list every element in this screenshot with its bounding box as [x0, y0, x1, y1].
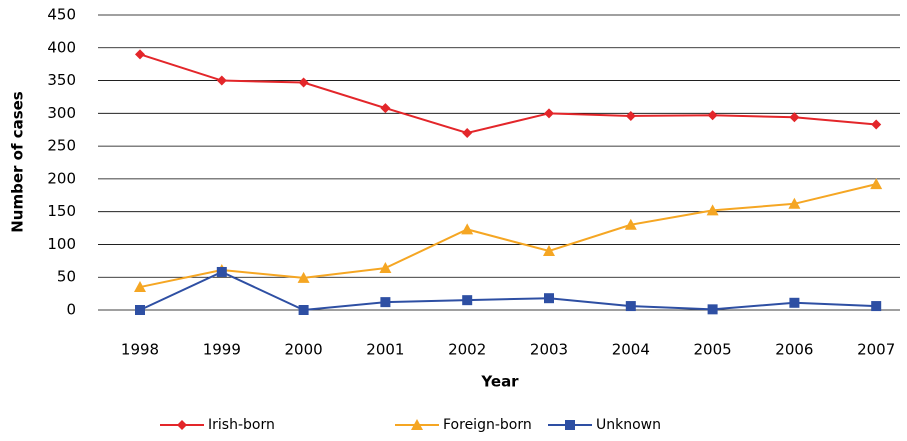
marker: [462, 128, 473, 138]
x-tick-label: 1999: [203, 341, 241, 359]
marker: [134, 281, 146, 293]
marker: [870, 178, 883, 190]
marker: [411, 419, 423, 430]
marker: [625, 301, 636, 312]
x-tick-label: 2007: [857, 341, 895, 359]
marker: [135, 305, 145, 315]
marker: [871, 301, 882, 312]
marker: [298, 77, 309, 88]
x-tick-label: 2000: [285, 341, 323, 359]
y-tick-label: 50: [57, 268, 76, 286]
y-axis-title: Number of cases: [9, 91, 27, 233]
marker: [544, 108, 554, 119]
y-tick-label: 0: [66, 301, 76, 319]
marker: [462, 295, 473, 306]
marker: [624, 218, 637, 230]
legend-label: Irish-born: [208, 417, 275, 433]
y-tick-label: 150: [47, 202, 76, 220]
marker: [543, 245, 555, 256]
marker: [216, 75, 227, 86]
marker: [706, 204, 719, 216]
marker: [565, 420, 575, 430]
marker: [297, 271, 310, 283]
x-tick-label: 2001: [366, 341, 404, 359]
marker: [216, 266, 227, 277]
series-line: [139, 53, 877, 135]
y-tick-label: 100: [47, 235, 76, 253]
marker: [380, 297, 391, 308]
x-tick-label: 2005: [694, 341, 732, 359]
y-tick-label: 300: [47, 104, 76, 122]
y-tick-label: 350: [47, 71, 76, 89]
y-tick-label: 250: [47, 137, 76, 155]
marker: [379, 262, 392, 274]
marker: [135, 49, 145, 60]
marker: [789, 112, 800, 123]
x-tick-label: 2003: [530, 341, 568, 359]
marker: [788, 197, 801, 209]
series-line: [139, 183, 877, 289]
marker: [298, 305, 309, 315]
marker: [544, 293, 554, 304]
series-line: [139, 270, 877, 312]
x-axis-title: Year: [480, 373, 519, 391]
x-tick-label: 2006: [775, 341, 813, 359]
x-tick-label: 2004: [612, 341, 650, 359]
marker: [707, 304, 718, 315]
legend-label: Unknown: [596, 417, 661, 433]
marker: [461, 223, 474, 235]
marker: [707, 110, 718, 121]
y-tick-label: 400: [47, 38, 76, 56]
legend-label: Foreign-born: [443, 417, 532, 433]
y-tick-label: 450: [47, 6, 76, 24]
marker: [625, 110, 636, 121]
marker: [177, 420, 187, 430]
x-tick-label: 2002: [448, 341, 486, 359]
marker: [789, 297, 800, 308]
marker: [871, 119, 882, 130]
marker: [380, 103, 391, 114]
x-tick-label: 1998: [121, 341, 159, 359]
y-tick-label: 200: [47, 169, 76, 187]
